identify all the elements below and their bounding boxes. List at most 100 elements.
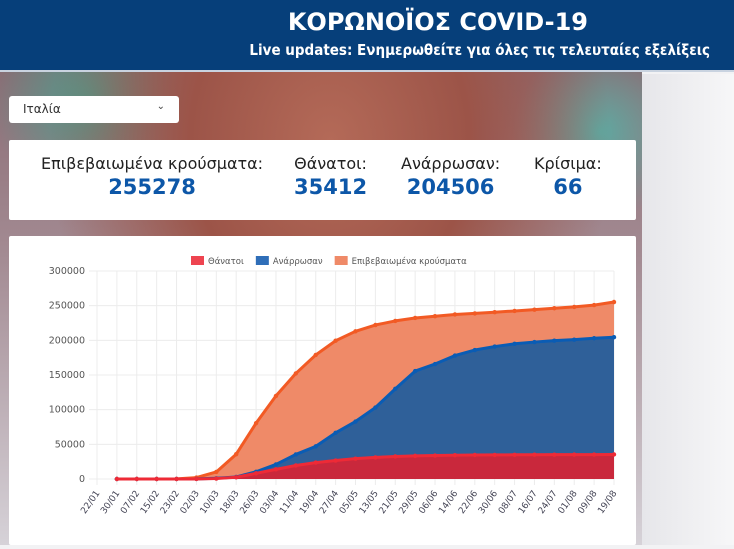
y-tick-label: 150000 xyxy=(49,370,85,381)
y-tick-label: 100000 xyxy=(49,405,85,416)
x-tick-label: 16/07 xyxy=(517,489,540,516)
data-point xyxy=(472,347,478,353)
data-point xyxy=(293,463,299,468)
legend-label: Ανάρρωσαν xyxy=(273,257,323,267)
legend-label: Θάνατοι xyxy=(208,257,244,267)
data-point xyxy=(253,471,259,476)
stat-value: 204506 xyxy=(406,175,495,199)
data-point xyxy=(233,475,239,480)
data-point xyxy=(353,329,358,334)
data-point xyxy=(194,476,199,482)
x-tick-label: 30/01 xyxy=(99,489,122,516)
y-tick-label: 300000 xyxy=(49,266,85,277)
page-subtitle: Live updates: Ενημερωθείτε για όλες τις … xyxy=(249,41,710,59)
y-tick-label: 250000 xyxy=(49,301,85,312)
data-point xyxy=(373,405,378,410)
x-tick-label: 07/02 xyxy=(119,489,142,516)
stat-deaths: Θάνατοι: 35412 xyxy=(294,154,367,199)
x-tick-label: 05/05 xyxy=(338,489,361,516)
x-tick-label: 01/08 xyxy=(557,489,580,516)
data-point xyxy=(572,337,577,342)
data-point xyxy=(492,344,497,349)
data-point xyxy=(552,338,557,343)
data-point xyxy=(214,469,219,475)
data-point xyxy=(273,393,279,399)
data-point xyxy=(214,476,219,481)
data-point xyxy=(393,386,398,392)
data-point xyxy=(512,341,517,346)
stat-critical: Κρίσιμα: 66 xyxy=(534,154,602,199)
chevron-down-icon: ⌄ xyxy=(156,101,165,112)
data-point xyxy=(333,430,338,436)
country-select[interactable]: Ιταλία ⌄ xyxy=(9,96,179,123)
x-tick-label: 19/08 xyxy=(596,489,619,516)
y-tick-label: 0 xyxy=(79,474,85,485)
data-point xyxy=(313,352,318,358)
data-point xyxy=(253,420,259,426)
x-tick-label: 10/03 xyxy=(199,489,222,516)
data-point xyxy=(393,318,398,324)
y-tick-label: 200000 xyxy=(49,335,85,346)
data-point xyxy=(611,299,617,305)
side-panel xyxy=(642,74,734,545)
data-point xyxy=(532,452,537,457)
x-tick-label: 26/03 xyxy=(238,489,261,516)
data-point xyxy=(432,453,438,458)
x-tick-label: 13/05 xyxy=(358,489,381,516)
data-point xyxy=(512,452,517,458)
x-tick-label: 14/06 xyxy=(437,489,460,516)
series-line xyxy=(116,452,615,481)
stat-value: 66 xyxy=(553,175,583,199)
data-point xyxy=(273,462,279,467)
data-point xyxy=(591,336,597,341)
data-point xyxy=(512,308,517,314)
data-point xyxy=(353,456,358,461)
data-point xyxy=(432,361,438,367)
data-point xyxy=(432,314,438,319)
x-tick-label: 22/01 xyxy=(79,489,102,516)
data-point xyxy=(591,452,597,457)
data-point xyxy=(333,338,338,343)
data-point xyxy=(572,452,577,457)
data-point xyxy=(552,452,557,457)
data-point xyxy=(313,460,318,465)
data-point xyxy=(412,453,418,459)
data-point xyxy=(412,315,418,321)
covid-area-chart: 0 50000 100000 150000 200000 250000 300000 22/0… xyxy=(49,256,620,516)
series-area xyxy=(116,337,614,479)
x-tick-label: 08/07 xyxy=(497,489,520,516)
data-point xyxy=(293,452,299,457)
legend-swatch xyxy=(255,256,269,265)
data-point xyxy=(611,452,617,457)
stat-value: 35412 xyxy=(294,175,368,199)
stat-label: Επιβεβαιωμένα κρούσματα: xyxy=(41,154,264,173)
data-point xyxy=(412,368,418,374)
data-point xyxy=(472,311,478,316)
data-point xyxy=(154,476,159,482)
x-tick-label: 11/04 xyxy=(278,489,301,516)
legend-label: Επιβεβαιωμένα κρούσματα xyxy=(352,256,467,267)
data-point xyxy=(174,476,179,482)
data-point xyxy=(373,455,378,460)
x-tick-label: 22/06 xyxy=(457,489,480,516)
legend-swatch xyxy=(334,256,348,265)
stat-label: Ανάρρωσαν: xyxy=(401,154,501,173)
y-tick-label: 50000 xyxy=(55,439,85,450)
data-point xyxy=(452,452,458,458)
data-point xyxy=(591,302,597,308)
chart-card: 0 50000 100000 150000 200000 250000 300000 22/0… xyxy=(9,236,636,545)
data-point xyxy=(472,452,478,458)
stat-value: 255278 xyxy=(108,175,196,199)
x-tick-label: 27/04 xyxy=(318,489,341,516)
data-point xyxy=(273,467,279,472)
stat-confirmed: Επιβεβαιωμένα κρούσματα: 255278 xyxy=(41,154,263,199)
x-tick-label: 09/08 xyxy=(577,489,600,516)
x-tick-label: 02/03 xyxy=(179,489,202,516)
x-tick-label: 19/04 xyxy=(298,489,321,516)
series-area xyxy=(116,454,614,479)
page-title: ΚΟΡΩΝΟΪΟΣ COVID-19 xyxy=(287,8,588,36)
data-point xyxy=(353,419,358,424)
site-header: ΚΟΡΩΝΟΪΟΣ COVID-19 Live updates: Ενημερω… xyxy=(0,0,734,72)
x-tick-label: 06/06 xyxy=(417,489,440,516)
x-tick-label: 18/03 xyxy=(219,489,242,516)
